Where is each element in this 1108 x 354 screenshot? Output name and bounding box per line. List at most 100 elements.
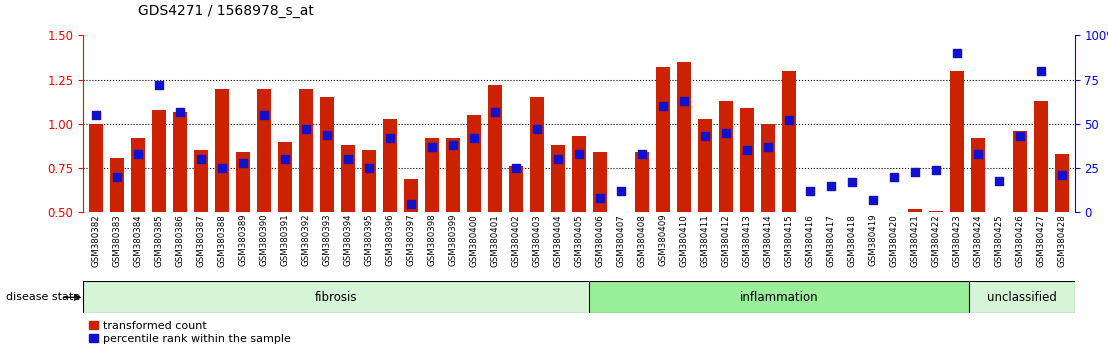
Point <box>297 126 315 132</box>
Point <box>423 144 441 150</box>
Point <box>633 151 650 157</box>
Point <box>801 188 819 194</box>
Point <box>906 169 924 175</box>
Point <box>1012 133 1029 139</box>
Point <box>843 179 861 185</box>
Point <box>991 178 1008 183</box>
Point <box>339 156 357 162</box>
Point <box>129 151 146 157</box>
Bar <box>719 101 732 301</box>
Bar <box>320 97 334 301</box>
Point <box>529 126 546 132</box>
Bar <box>635 152 649 301</box>
Bar <box>131 138 144 301</box>
Bar <box>803 223 817 301</box>
Bar <box>845 214 859 301</box>
Bar <box>110 158 124 301</box>
Point <box>107 174 125 180</box>
Bar <box>89 124 103 301</box>
Point <box>234 160 252 166</box>
Point <box>1033 68 1050 74</box>
Bar <box>824 216 838 301</box>
Point <box>927 167 945 173</box>
Bar <box>993 216 1006 301</box>
Bar <box>215 88 228 301</box>
Point <box>402 201 420 206</box>
Point <box>213 165 230 171</box>
Point <box>759 144 777 150</box>
Point <box>822 183 840 189</box>
Bar <box>468 115 481 301</box>
Bar <box>194 150 207 301</box>
Bar <box>740 108 753 301</box>
Bar <box>447 138 460 301</box>
Text: disease state: disease state <box>6 292 80 302</box>
Bar <box>257 88 270 301</box>
FancyBboxPatch shape <box>83 281 589 313</box>
Bar <box>530 97 544 301</box>
Point <box>171 109 188 114</box>
Point <box>255 112 273 118</box>
Bar <box>951 71 964 301</box>
Bar <box>341 145 355 301</box>
Bar <box>488 85 502 301</box>
Point <box>150 82 167 88</box>
Bar <box>972 138 985 301</box>
Legend: transformed count, percentile rank within the sample: transformed count, percentile rank withi… <box>89 321 291 344</box>
Bar <box>656 67 670 301</box>
Bar <box>782 71 796 301</box>
Bar <box>152 110 165 301</box>
Bar <box>509 166 523 301</box>
Point <box>86 112 104 118</box>
Point <box>444 142 462 148</box>
Bar <box>236 152 249 301</box>
Bar <box>362 150 376 301</box>
Point <box>276 156 294 162</box>
Point <box>717 130 735 136</box>
Bar <box>1034 101 1048 301</box>
Point <box>780 118 798 123</box>
Point <box>507 165 525 171</box>
Text: unclassified: unclassified <box>987 291 1057 304</box>
Point <box>970 151 987 157</box>
Bar <box>551 145 565 301</box>
Point <box>885 174 903 180</box>
Point <box>318 132 336 137</box>
Text: GDS4271 / 1568978_s_at: GDS4271 / 1568978_s_at <box>138 4 315 18</box>
Bar <box>761 124 774 301</box>
Bar <box>593 152 607 301</box>
FancyBboxPatch shape <box>970 281 1075 313</box>
Bar <box>278 142 291 301</box>
Point <box>654 103 671 109</box>
Point <box>696 133 714 139</box>
Point <box>948 50 966 56</box>
Bar <box>677 62 690 301</box>
Text: fibrosis: fibrosis <box>315 291 358 304</box>
Point <box>1054 172 1071 178</box>
Bar <box>930 211 943 301</box>
Point <box>465 135 483 141</box>
Point <box>591 195 608 201</box>
Bar <box>572 136 586 301</box>
Point <box>486 109 504 114</box>
Bar <box>888 214 901 301</box>
Bar <box>173 112 186 301</box>
Point <box>675 98 692 104</box>
Point <box>550 156 567 162</box>
Text: inflammation: inflammation <box>740 291 819 304</box>
Point <box>570 151 587 157</box>
Bar <box>1014 131 1027 301</box>
Bar <box>425 138 439 301</box>
Point <box>864 197 882 203</box>
Point <box>360 165 378 171</box>
Bar <box>698 119 711 301</box>
Bar <box>404 179 418 301</box>
Bar <box>1055 154 1069 301</box>
Bar <box>909 209 922 301</box>
Bar <box>866 242 880 301</box>
FancyBboxPatch shape <box>589 281 970 313</box>
Point <box>738 148 756 153</box>
Bar <box>383 119 397 301</box>
Point <box>192 156 209 162</box>
Point <box>381 135 399 141</box>
